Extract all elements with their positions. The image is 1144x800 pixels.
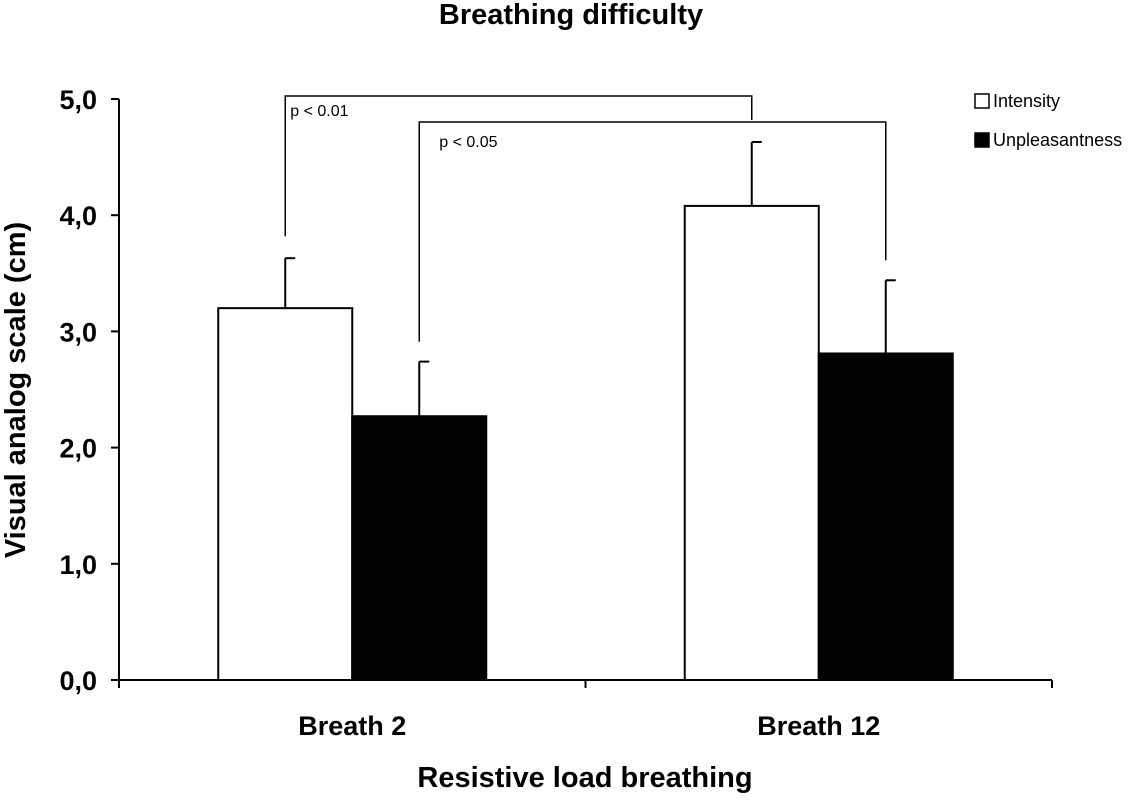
y-tick-label: 1,0 bbox=[59, 550, 97, 580]
x-axis-title: Resistive load breathing bbox=[417, 762, 752, 794]
legend-swatch bbox=[974, 93, 990, 109]
bar bbox=[351, 415, 488, 681]
legend-swatch bbox=[974, 132, 990, 148]
bar bbox=[217, 307, 354, 681]
y-tick-label: 0,0 bbox=[59, 666, 97, 696]
x-tick-label: Breath 12 bbox=[757, 711, 880, 741]
bar bbox=[683, 204, 820, 682]
significance-bracket bbox=[284, 95, 753, 237]
y-tick-label: 5,0 bbox=[59, 85, 97, 115]
x-tick-label: Breath 2 bbox=[298, 711, 406, 741]
plot-area: 0,0 1,0 2,0 3,0 4,0 5,0 Breath 2 Breath 12 p < 0… bbox=[59, 85, 1053, 741]
legend-label: Unpleasantness bbox=[993, 130, 1122, 150]
y-tick-label: 2,0 bbox=[59, 434, 97, 464]
y-axis-title: Visual analog scale (cm) bbox=[0, 222, 32, 558]
significance-label: p < 0.01 bbox=[290, 103, 348, 120]
bar bbox=[817, 352, 954, 681]
y-tick-label: 3,0 bbox=[59, 317, 97, 347]
y-tick-label: 4,0 bbox=[59, 201, 97, 231]
significance-label: p < 0.05 bbox=[439, 134, 497, 151]
legend-label: Intensity bbox=[993, 91, 1060, 111]
legend: Intensity Unpleasantness bbox=[974, 91, 1122, 150]
significance-bracket bbox=[418, 121, 887, 342]
chart-title: Breathing difficulty bbox=[439, 0, 703, 31]
